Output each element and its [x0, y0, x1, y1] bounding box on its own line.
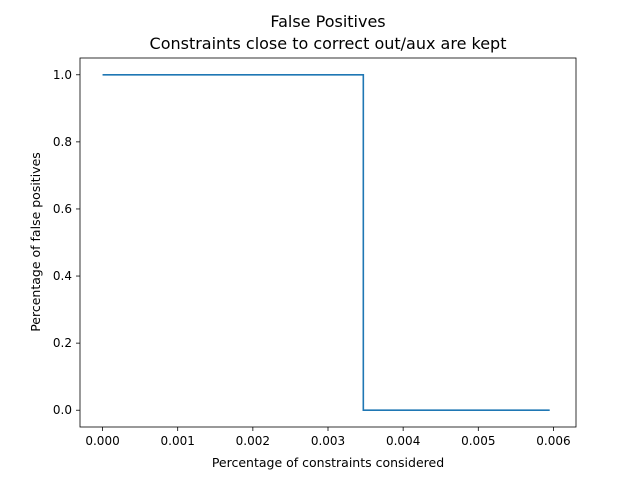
- x-axis: 0.000 0.001 0.002 0.003 0.004 0.005 0.006: [85, 427, 571, 448]
- x-tick-label: 0.004: [386, 434, 420, 448]
- x-axis-label: Percentage of constraints considered: [212, 455, 444, 470]
- plot-area: 0.000 0.001 0.002 0.003 0.004 0.005 0.006 0.00…: [53, 57, 577, 448]
- plot-frame: [79, 57, 577, 428]
- y-axis-label: Percentage of false positives: [28, 152, 43, 332]
- x-tick-label: 0.005: [461, 434, 495, 448]
- chart-title: False Positives: [270, 12, 385, 31]
- y-tick-label: 0.2: [53, 336, 72, 350]
- y-axis: 0.0 0.2 0.4 0.6 0.8 1.0: [53, 68, 80, 417]
- series-line: [102, 73, 550, 412]
- series-layer: [102, 73, 550, 412]
- x-tick-label: 0.000: [85, 434, 119, 448]
- x-tick-label: 0.003: [311, 434, 345, 448]
- chart-subtitle: Constraints close to correct out/aux are…: [150, 34, 507, 53]
- y-tick-label: 0.4: [53, 269, 72, 283]
- x-tick-label: 0.006: [536, 434, 570, 448]
- x-tick-label: 0.002: [236, 434, 270, 448]
- y-tick-label: 0.8: [53, 135, 72, 149]
- x-tick-label: 0.001: [161, 434, 195, 448]
- y-tick-label: 0.6: [53, 202, 72, 216]
- y-tick-label: 1.0: [53, 68, 72, 82]
- y-tick-label: 0.0: [53, 403, 72, 417]
